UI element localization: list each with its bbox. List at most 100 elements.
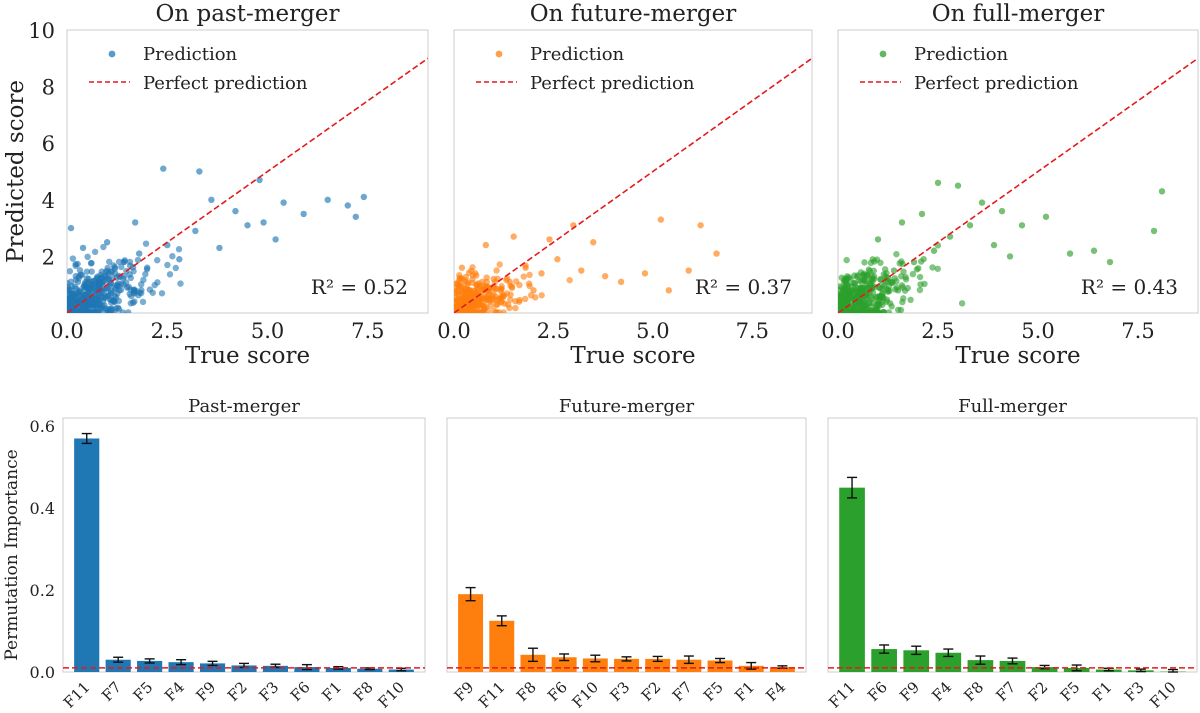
scatter-point xyxy=(843,309,850,313)
scatter-point xyxy=(216,244,223,252)
scatter-point xyxy=(105,270,112,277)
r2-annotation: R² = 0.43 xyxy=(1081,275,1178,299)
scatter-point xyxy=(496,261,503,268)
panel-title: Full-merger xyxy=(958,396,1067,417)
scatter-point xyxy=(104,285,111,292)
scatter-point xyxy=(876,284,883,292)
scatter-point xyxy=(869,289,877,296)
x-tick-label: F11 xyxy=(475,678,509,712)
x-tick-label: F8 xyxy=(513,678,540,705)
scatter-point xyxy=(166,271,174,278)
scatter-point xyxy=(665,287,672,294)
scatter-point xyxy=(469,302,477,309)
scatter-point xyxy=(140,276,147,284)
y-tick-label: 10 xyxy=(28,19,55,43)
scatter-point xyxy=(72,272,79,280)
scatter-point xyxy=(918,210,926,218)
scatter-point xyxy=(838,302,842,309)
scatter-point xyxy=(87,298,95,305)
x-tick-label: F11 xyxy=(825,678,859,712)
legend-label-prediction: Prediction xyxy=(530,44,625,65)
perfect-prediction-line xyxy=(838,57,1198,313)
scatter-point xyxy=(482,295,489,303)
scatter-point xyxy=(192,227,199,235)
x-tick-label: F3 xyxy=(255,678,282,705)
scatter-point xyxy=(954,182,962,189)
scatter-point xyxy=(843,256,850,264)
scatter-point xyxy=(869,299,877,307)
scatter-point xyxy=(493,267,500,274)
scatter-point xyxy=(107,280,115,287)
x-tick-label: F3 xyxy=(606,678,633,705)
x-tick-label: F10 xyxy=(375,678,409,712)
panel-title: On past-merger xyxy=(156,1,340,27)
scatter-point xyxy=(515,298,523,305)
scatter-point xyxy=(1066,250,1074,257)
legend-label-prediction: Prediction xyxy=(914,44,1009,65)
scatter-point xyxy=(861,259,868,266)
scatter-point xyxy=(127,274,134,282)
scatter-point xyxy=(113,282,121,289)
scatter-point xyxy=(483,274,490,281)
scatter-point xyxy=(522,295,529,303)
scatter-point xyxy=(144,264,151,271)
scatter-point xyxy=(458,264,466,271)
bar xyxy=(967,660,994,672)
scatter-point xyxy=(106,295,113,303)
legend-marker-prediction xyxy=(108,50,116,58)
scatter-point xyxy=(880,271,887,278)
scatter-point xyxy=(532,294,539,301)
scatter-point xyxy=(929,264,936,271)
x-tick-label: F9 xyxy=(193,678,220,705)
scatter-point xyxy=(454,289,458,296)
scatter-point xyxy=(91,248,99,256)
x-axis-label: True score xyxy=(955,343,1080,369)
r2-annotation: R² = 0.52 xyxy=(311,275,408,299)
bar xyxy=(137,660,163,672)
scatter-point xyxy=(461,309,468,313)
scatter-point xyxy=(164,261,171,269)
data-points xyxy=(454,57,812,313)
scatter-point xyxy=(125,309,132,313)
bar xyxy=(676,659,702,672)
scatter-point xyxy=(1042,213,1050,220)
scatter-point xyxy=(149,289,156,296)
scatter-point xyxy=(172,264,179,272)
x-tick-label: F6 xyxy=(544,678,571,705)
bar xyxy=(839,487,865,672)
bar xyxy=(903,650,930,672)
y-tick-label: 0.0 xyxy=(30,663,55,682)
scatter-point xyxy=(850,279,857,287)
x-tick-label: F11 xyxy=(60,678,94,712)
scatter-point xyxy=(300,210,307,218)
scatter-point xyxy=(578,267,585,274)
x-tick-label: 5.0 xyxy=(636,319,669,343)
scatter-point xyxy=(998,207,1006,215)
scatter-point xyxy=(454,280,461,287)
scatter-point xyxy=(69,255,77,262)
x-tick-label: F5 xyxy=(130,678,157,705)
scatter-point xyxy=(498,285,505,292)
scatter-point xyxy=(657,216,665,223)
x-tick-label: F5 xyxy=(1057,678,1084,705)
bar xyxy=(168,662,194,672)
scatter-point xyxy=(474,284,482,291)
scatter-point xyxy=(713,250,720,257)
x-tick-label: F4 xyxy=(928,678,955,705)
scatter-point xyxy=(868,306,876,313)
scatter-point xyxy=(490,275,497,283)
scatter-point xyxy=(894,287,902,294)
scatter-point xyxy=(110,262,117,269)
scatter-point xyxy=(525,280,533,287)
x-tick-label: F2 xyxy=(638,678,665,705)
scatter-point xyxy=(930,247,938,254)
x-tick-label: F9 xyxy=(451,678,478,705)
scatter-point xyxy=(256,176,263,184)
y-tick-label: 0.6 xyxy=(30,417,55,436)
legend-label-prediction: Prediction xyxy=(143,44,238,65)
scatter-point xyxy=(921,280,928,288)
x-tick-label: 0.0 xyxy=(50,319,83,343)
scatter-point xyxy=(884,288,892,295)
panel-title: On future-merger xyxy=(530,1,736,27)
scatter-point xyxy=(126,262,134,269)
